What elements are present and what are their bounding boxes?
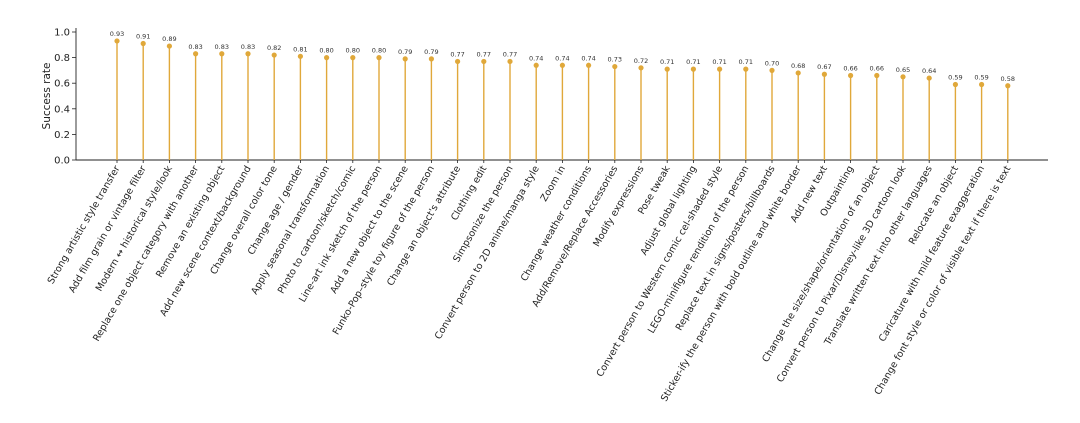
value-label: 0.71 <box>712 58 726 66</box>
data-point <box>638 65 644 71</box>
data-point <box>1005 83 1011 89</box>
value-label: 0.80 <box>372 47 386 55</box>
value-label: 0.93 <box>110 30 124 38</box>
y-tick-label: 1.0 <box>54 28 70 39</box>
value-label: 0.66 <box>870 65 884 73</box>
category-label: LEGO-minifigure rendition of the person <box>646 164 751 335</box>
y-axis-ticks: 0.0 0.2 0.4 0.6 0.8 1.0 <box>54 28 76 167</box>
value-label: 0.59 <box>974 73 988 81</box>
value-label: 0.58 <box>1001 75 1015 83</box>
value-label: 0.68 <box>791 62 805 70</box>
value-label: 0.79 <box>424 48 438 56</box>
data-point <box>376 55 382 61</box>
value-label: 0.65 <box>896 66 910 74</box>
data-point <box>612 63 618 70</box>
data-point <box>769 67 775 73</box>
value-label: 0.83 <box>215 43 229 51</box>
value-label: 0.73 <box>608 56 622 64</box>
value-label: 0.83 <box>241 43 255 51</box>
value-label: 0.71 <box>739 58 753 66</box>
data-point <box>140 40 146 47</box>
value-label: 0.71 <box>686 58 700 66</box>
value-label: 0.81 <box>293 45 307 53</box>
y-tick-label: 0.2 <box>54 130 70 141</box>
value-label: 0.91 <box>136 33 150 41</box>
value-label: 0.72 <box>634 57 648 65</box>
y-axis-title: Success rate <box>41 63 53 130</box>
value-label: 0.80 <box>346 47 360 55</box>
data-point <box>245 51 251 57</box>
category-label: Zoom in <box>539 164 568 204</box>
data-point <box>324 55 330 61</box>
y-tick-label: 0.0 <box>54 156 70 167</box>
category-label: Replace text in signs/posters/billboards <box>674 164 778 333</box>
data-point <box>350 55 356 61</box>
data-point <box>926 75 932 81</box>
value-label: 0.83 <box>188 43 202 51</box>
value-label: 0.64 <box>922 67 936 75</box>
data-point <box>952 81 959 88</box>
data-point <box>481 58 487 65</box>
value-labels: 0.93 0.91 0.89 0.83 0.83 0.83 0.82 0.81 0.80 0.80… <box>110 30 1015 83</box>
data-point <box>114 38 120 44</box>
category-label: Funko-Pop–style toy figure of the person <box>331 164 437 337</box>
value-label: 0.67 <box>817 63 831 71</box>
data-point <box>743 66 749 72</box>
value-label: 0.59 <box>948 73 962 81</box>
value-label: 0.74 <box>555 54 569 62</box>
data-point <box>690 66 697 72</box>
data-point <box>821 71 828 77</box>
value-label: 0.66 <box>843 65 857 73</box>
data-point <box>559 62 566 68</box>
data-point <box>533 62 539 68</box>
data-point <box>874 72 880 79</box>
stems <box>116 40 1009 160</box>
data-point <box>979 81 985 88</box>
data-point <box>402 56 408 62</box>
data-point <box>193 51 199 57</box>
value-label: 0.80 <box>319 47 333 55</box>
data-point <box>586 62 592 68</box>
data-point <box>219 51 225 57</box>
data-point <box>795 70 801 76</box>
data-point <box>717 66 723 72</box>
value-label: 0.77 <box>477 50 491 58</box>
data-point <box>664 66 670 72</box>
value-label: 0.77 <box>503 50 517 58</box>
data-point <box>297 53 303 59</box>
value-label: 0.82 <box>267 44 281 52</box>
value-label: 0.77 <box>450 50 464 58</box>
value-label: 0.74 <box>581 54 595 62</box>
data-point <box>900 74 906 80</box>
value-label: 0.74 <box>529 54 543 62</box>
value-label: 0.70 <box>765 59 779 67</box>
data-point <box>428 56 434 62</box>
y-tick-label: 0.6 <box>54 79 70 90</box>
value-label: 0.79 <box>398 48 412 56</box>
data-point <box>166 43 172 49</box>
data-point <box>271 52 277 58</box>
y-tick-label: 0.4 <box>54 104 70 115</box>
value-label: 0.71 <box>660 58 674 66</box>
data-point <box>848 72 854 79</box>
category-label: Convert person to Pixar/Disney-like 3D c… <box>775 164 909 385</box>
points <box>114 38 1011 89</box>
y-tick-label: 0.8 <box>54 53 70 64</box>
value-label: 0.89 <box>162 35 176 43</box>
data-point <box>455 58 461 65</box>
data-point <box>507 58 513 65</box>
